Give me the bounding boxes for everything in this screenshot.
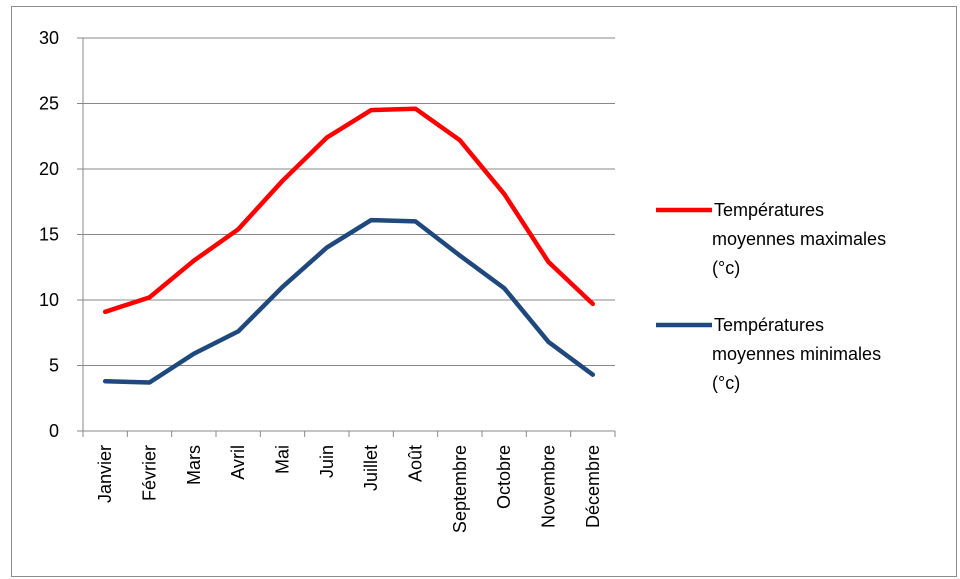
x-tick-label: Juillet xyxy=(361,445,381,491)
series-lines xyxy=(102,106,596,385)
x-tick-label: Avril xyxy=(228,445,248,480)
x-tick-label: Mai xyxy=(273,445,293,474)
legend-label-line: Températures xyxy=(714,315,824,335)
y-tick-label: 25 xyxy=(39,94,59,114)
x-tick-label: Janvier xyxy=(95,445,115,503)
x-tick-label: Septembre xyxy=(450,445,470,533)
legend-label-line: (°c) xyxy=(712,258,740,278)
y-tick-label: 15 xyxy=(39,225,59,245)
x-tick-label: Octobre xyxy=(494,445,514,509)
y-tick-label: 20 xyxy=(39,159,59,179)
legend-label: Températures moyennes maximales (°c) xyxy=(712,200,886,278)
legend-label-line: moyennes maximales xyxy=(712,229,886,249)
y-tick-label: 5 xyxy=(49,356,59,376)
y-tick-label: 0 xyxy=(49,421,59,441)
x-tick-labels: Janvier Février Mars Avril Mai Juin Juillet Aoû… xyxy=(95,445,603,533)
series-line xyxy=(102,217,596,385)
x-tick-label: Décembre xyxy=(583,445,603,528)
x-tick-label: Août xyxy=(406,445,426,482)
series-line xyxy=(102,106,596,315)
y-tick-labels: 0 5 10 15 20 25 30 xyxy=(39,28,59,441)
chart-frame xyxy=(11,6,957,577)
x-tick-label: Juin xyxy=(317,445,337,478)
legend-label-line: (°c) xyxy=(712,373,740,393)
x-tick-label: Février xyxy=(140,445,160,501)
legend-label: Températures moyennes minimales (°c) xyxy=(712,315,881,393)
y-tick-label: 30 xyxy=(39,28,59,48)
y-tick-label: 10 xyxy=(39,290,59,310)
x-tick-label: Mars xyxy=(184,445,204,485)
axes xyxy=(77,37,616,437)
legend: Températures moyennes maximales (°c)Tempér… xyxy=(656,200,886,393)
x-tick-label: Novembre xyxy=(539,445,559,528)
legend-label-line: moyennes minimales xyxy=(712,344,881,364)
legend-label-line: Températures xyxy=(714,200,824,220)
